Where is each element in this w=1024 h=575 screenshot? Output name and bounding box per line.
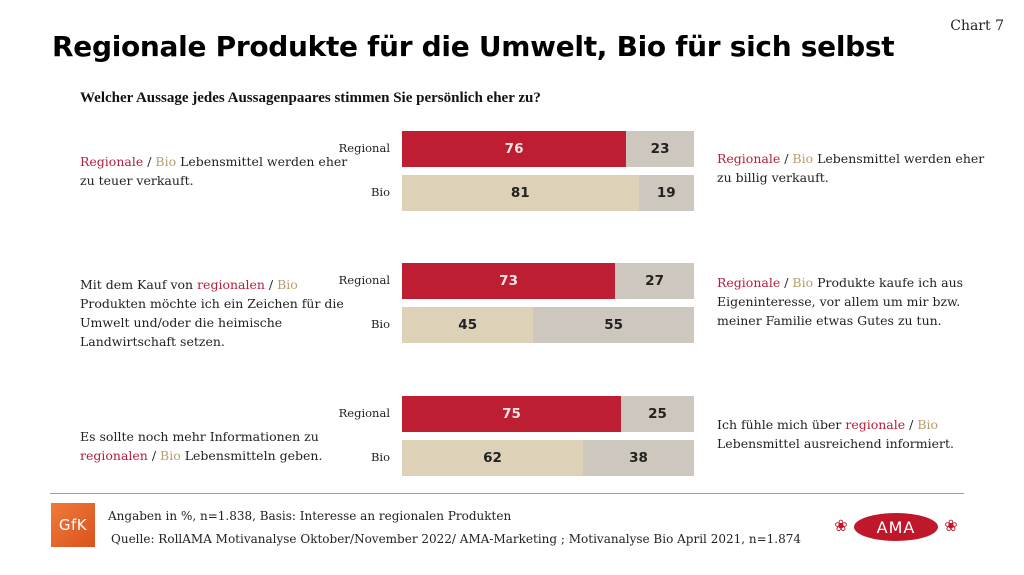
ornament-icon: ❀ — [944, 518, 958, 535]
ornament-icon: ❀ — [834, 518, 848, 535]
stmt-bio: Bio — [792, 151, 814, 166]
stmt-text: Ich fühle mich über — [717, 417, 846, 432]
stmt-text: Lebensmittel werden eher zu billig verka… — [717, 151, 985, 185]
stmt-text: Produkten möchte ich ein Zeichen für die… — [80, 296, 344, 349]
bar-regional-2: 73 27 — [402, 263, 694, 299]
bar-segment-regional-left-value: 75 — [402, 396, 621, 432]
bar-segment-regional-right-value: 27 — [615, 263, 694, 299]
stmt-text: Es sollte noch mehr Informationen zu — [80, 429, 319, 444]
left-statement-1: Regionale / Bio Lebensmittel werden eher… — [80, 152, 350, 190]
survey-question: Welcher Aussage jedes Aussagenpaares sti… — [80, 90, 541, 106]
row-label-regional: Regional — [338, 273, 390, 287]
stmt-bio: Bio — [277, 277, 298, 292]
bar-bio-1: 81 19 — [402, 175, 694, 211]
stmt-sep: / — [780, 151, 793, 166]
bar-segment-bio-right-value: 19 — [638, 175, 694, 211]
stmt-regional: Regionale — [717, 275, 781, 290]
stmt-text: Produkte kaufe ich aus Eigeninteresse, v… — [717, 275, 964, 328]
stmt-bio: Bio — [792, 275, 814, 290]
ama-logo-text: AMA — [854, 513, 938, 541]
stmt-sep: / — [905, 417, 918, 432]
gfk-logo: GfK — [51, 503, 95, 547]
bar-segment-regional-left-value: 73 — [402, 263, 616, 299]
footer-divider — [50, 493, 964, 494]
bar-segment-regional-right-value: 23 — [626, 131, 694, 167]
stmt-sep: / — [143, 154, 156, 169]
ama-logo: ❀ AMA ❀ — [826, 512, 966, 542]
row-label-regional: Regional — [338, 406, 390, 420]
stmt-bio: Bio — [917, 417, 939, 432]
chart-number: Chart 7 — [950, 18, 1004, 34]
left-statement-2: Mit dem Kauf von regionalen / Bio Produk… — [80, 275, 350, 351]
row-label-bio: Bio — [370, 450, 390, 464]
stmt-regional: Regionale — [80, 154, 144, 169]
stmt-regional: regionalen — [197, 277, 265, 292]
stmt-text: Lebensmitteln geben. — [180, 448, 323, 463]
bar-segment-bio-right-value: 55 — [533, 307, 694, 343]
bar-regional-1: 76 23 — [402, 131, 694, 167]
footnote: Angaben in %, n=1.838, Basis: Interesse … — [108, 509, 512, 523]
stmt-regional: regionale — [845, 417, 906, 432]
stmt-text: Mit dem Kauf von — [80, 277, 198, 292]
bar-segment-bio-left-value: 81 — [402, 175, 639, 211]
left-statement-3: Es sollte noch mehr Informationen zu reg… — [80, 427, 350, 465]
row-label-bio: Bio — [370, 317, 390, 331]
stmt-text: Lebensmittel werden eher zu teuer verkau… — [80, 154, 348, 188]
bar-segment-regional-left-value: 76 — [402, 131, 627, 167]
stmt-text: Lebensmittel ausreichend informiert. — [717, 436, 954, 451]
stmt-sep: / — [780, 275, 793, 290]
bar-segment-bio-left-value: 62 — [402, 440, 584, 476]
stmt-regional: Regionale — [717, 151, 781, 166]
stmt-sep: / — [147, 448, 161, 463]
source-note: Quelle: RollAMA Motivanalyse Oktober/Nov… — [111, 532, 802, 546]
stmt-regional: regionalen — [80, 448, 148, 463]
row-label-regional: Regional — [338, 141, 390, 155]
bar-segment-regional-right-value: 25 — [621, 396, 694, 432]
bar-bio-2: 45 55 — [402, 307, 694, 343]
bar-bio-3: 62 38 — [402, 440, 694, 476]
stmt-sep: / — [264, 277, 278, 292]
bar-segment-bio-left-value: 45 — [402, 307, 534, 343]
row-label-bio: Bio — [370, 185, 390, 199]
right-statement-1: Regionale / Bio Lebensmittel werden eher… — [717, 149, 987, 187]
right-statement-2: Regionale / Bio Produkte kaufe ich aus E… — [717, 273, 1007, 330]
bar-regional-3: 75 25 — [402, 396, 694, 432]
right-statement-3: Ich fühle mich über regionale / Bio Lebe… — [717, 415, 1007, 453]
page-title: Regionale Produkte für die Umwelt, Bio f… — [52, 30, 895, 63]
stmt-bio: Bio — [155, 154, 177, 169]
bar-segment-bio-right-value: 38 — [583, 440, 694, 476]
stmt-bio: Bio — [160, 448, 181, 463]
